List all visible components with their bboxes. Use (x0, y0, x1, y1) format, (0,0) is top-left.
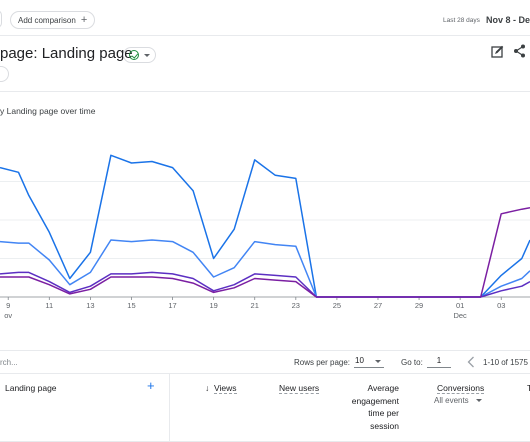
segment-chip[interactable] (0, 10, 2, 28)
chart-title: y Landing page over time (0, 106, 96, 116)
chart-x-tick-label: 15 (127, 301, 135, 310)
report-header: page: Landing page (0, 36, 530, 92)
chart-x-tick-label: 17 (168, 301, 176, 310)
chart-x-tick-label: 25 (333, 301, 341, 310)
chart-x-tick-sublabel: Dec (453, 311, 467, 320)
header-line: time per (368, 408, 399, 418)
date-range-picker[interactable]: Nov 8 - Dec (486, 15, 530, 25)
arrow-down-icon: ↓ (205, 383, 210, 393)
chevron-down-icon (144, 53, 150, 57)
table-controls: rch... Rows per page: 10 Go to: 1 1-10 o… (0, 350, 530, 374)
column-divider (169, 374, 170, 442)
rows-per-page-select[interactable]: 10 (354, 356, 384, 368)
chart-x-tick-label: 03 (497, 301, 505, 310)
goto-page-input[interactable]: 1 (427, 356, 451, 368)
pagination-range: 1-10 of 1575 (483, 358, 528, 367)
conversions-event-filter[interactable]: All events (434, 396, 482, 405)
page-title: page: Landing page (0, 45, 133, 62)
chart-series-line (0, 271, 530, 298)
chart-x-tick-label: 21 (251, 301, 259, 310)
chevron-down-icon (375, 360, 381, 363)
chart-x-tick-label: 19 (209, 301, 217, 310)
column-header-avg-engagement-time[interactable]: Average engagement time per session (344, 382, 399, 432)
column-header-truncated[interactable]: T (527, 383, 530, 393)
line-chart-card: y Landing page over time 9 ov 11 13 15 17 19 21… (0, 93, 530, 350)
share-icon[interactable] (513, 44, 526, 58)
check-circle-icon (129, 50, 139, 60)
chart-x-tick-label: 11 (45, 301, 53, 310)
goto-label: Go to: (401, 358, 423, 367)
chart-series-line (0, 239, 530, 298)
header-line: engagement (351, 395, 399, 406)
chart-x-tick-label: 29 (415, 301, 423, 310)
filter-chip[interactable] (0, 66, 9, 82)
chart-x-tick-label: 23 (292, 301, 300, 310)
plus-icon: + (80, 13, 88, 26)
chart-x-tick-label: 9 (6, 301, 10, 310)
chevron-down-icon (475, 399, 482, 402)
header-line: Average (367, 383, 399, 393)
date-range-caption: Last 28 days (443, 17, 480, 24)
header-line: session (370, 420, 399, 431)
chart-x-tick-label: 27 (374, 301, 382, 310)
add-comparison-button[interactable]: Add comparison + (10, 11, 96, 29)
add-dimension-button[interactable]: + (147, 378, 155, 393)
rows-per-page-label: Rows per page: (294, 358, 351, 367)
rows-per-page-value: 10 (355, 356, 364, 365)
chart-x-tick-label: 01 (456, 301, 464, 310)
column-header-new-users[interactable]: New users (279, 383, 320, 394)
report-status-dropdown[interactable] (123, 47, 156, 63)
chart-series-line (0, 206, 530, 298)
chart-x-tick-label: 13 (86, 301, 94, 310)
column-header-landing-page[interactable]: Landing page (5, 383, 57, 393)
table-header: Landing page + ↓ Views New users Average… (0, 374, 530, 442)
column-header-views[interactable]: ↓ Views (205, 383, 237, 394)
edit-report-icon[interactable] (491, 45, 504, 58)
chevron-left-icon[interactable] (467, 356, 475, 368)
chart-x-tick-sublabel: ov (4, 311, 12, 320)
table-search-input[interactable]: rch... (0, 358, 18, 367)
column-header-conversions[interactable]: Conversions (437, 383, 485, 394)
chart-series-line (0, 154, 530, 298)
event-filter-value: All events (434, 396, 469, 405)
views-label: Views (213, 383, 237, 394)
top-toolbar: Add comparison + Last 28 days Nov 8 - De… (0, 0, 530, 36)
add-comparison-label: Add comparison (18, 15, 76, 25)
